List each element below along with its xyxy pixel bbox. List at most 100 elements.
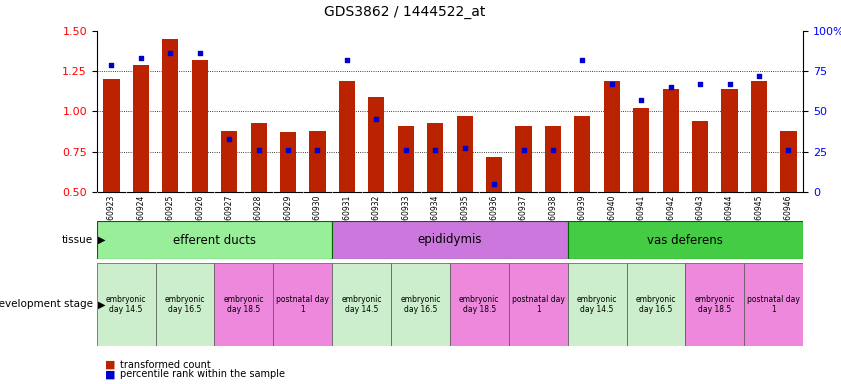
Text: GSM560941: GSM560941 <box>637 195 646 242</box>
Bar <box>780 131 796 192</box>
Text: GSM560940: GSM560940 <box>607 195 616 242</box>
Bar <box>486 157 502 192</box>
Point <box>752 73 765 79</box>
Point <box>340 57 353 63</box>
Point <box>487 181 500 187</box>
Text: GSM560925: GSM560925 <box>166 195 175 242</box>
Text: GSM560923: GSM560923 <box>107 195 116 242</box>
Point <box>458 146 471 152</box>
Bar <box>568 221 803 259</box>
Bar <box>273 263 332 346</box>
Text: GSM560945: GSM560945 <box>754 195 764 242</box>
Text: GSM560926: GSM560926 <box>195 195 204 242</box>
Text: embryonic
day 14.5: embryonic day 14.5 <box>106 295 146 314</box>
Point <box>134 55 147 61</box>
Text: transformed count: transformed count <box>120 360 211 370</box>
Bar <box>516 126 532 192</box>
Text: GSM560930: GSM560930 <box>313 195 322 242</box>
Point <box>399 147 412 153</box>
Text: development stage: development stage <box>0 299 93 310</box>
Text: efferent ducts: efferent ducts <box>173 233 256 247</box>
Text: GSM560946: GSM560946 <box>784 195 793 242</box>
Text: GSM560934: GSM560934 <box>431 195 440 242</box>
Text: embryonic
day 16.5: embryonic day 16.5 <box>165 295 205 314</box>
Point <box>575 57 589 63</box>
Bar <box>309 131 325 192</box>
Point <box>605 81 618 87</box>
Text: GSM560938: GSM560938 <box>548 195 558 242</box>
Text: GSM560936: GSM560936 <box>489 195 499 242</box>
Text: ▶: ▶ <box>98 235 106 245</box>
Point <box>634 97 648 103</box>
Bar <box>568 263 627 346</box>
Text: ■: ■ <box>105 360 119 370</box>
Bar <box>97 263 156 346</box>
Text: GDS3862 / 1444522_at: GDS3862 / 1444522_at <box>324 5 485 19</box>
Bar <box>509 263 568 346</box>
Bar <box>633 108 649 192</box>
Text: GSM560928: GSM560928 <box>254 195 263 241</box>
Point <box>251 147 265 153</box>
Bar <box>722 89 738 192</box>
Point <box>693 81 706 87</box>
Point <box>281 147 294 153</box>
Point <box>104 61 118 68</box>
Bar <box>663 89 679 192</box>
Bar <box>162 39 178 192</box>
Bar <box>97 221 332 259</box>
Point <box>428 147 442 153</box>
Text: GSM560937: GSM560937 <box>519 195 528 242</box>
Text: percentile rank within the sample: percentile rank within the sample <box>120 369 285 379</box>
Text: epididymis: epididymis <box>418 233 482 247</box>
Text: embryonic
day 16.5: embryonic day 16.5 <box>636 295 676 314</box>
Text: GSM560939: GSM560939 <box>578 195 587 242</box>
Text: postnatal day
1: postnatal day 1 <box>277 295 329 314</box>
Bar <box>545 126 561 192</box>
Bar <box>574 116 590 192</box>
Point <box>781 147 795 153</box>
Text: vas deferens: vas deferens <box>648 233 723 247</box>
Bar <box>221 131 237 192</box>
Text: tissue: tissue <box>61 235 93 245</box>
Bar <box>103 79 119 192</box>
Text: embryonic
day 14.5: embryonic day 14.5 <box>577 295 617 314</box>
Bar <box>604 81 620 192</box>
Text: GSM560943: GSM560943 <box>696 195 705 242</box>
Text: GSM560924: GSM560924 <box>136 195 145 242</box>
Bar <box>450 263 509 346</box>
Bar <box>280 132 296 192</box>
Text: GSM560927: GSM560927 <box>225 195 234 242</box>
Bar <box>332 221 568 259</box>
Point <box>516 147 530 153</box>
Text: GSM560931: GSM560931 <box>342 195 352 242</box>
Text: embryonic
day 16.5: embryonic day 16.5 <box>400 295 441 314</box>
Bar <box>692 121 708 192</box>
Text: embryonic
day 14.5: embryonic day 14.5 <box>341 295 382 314</box>
Point <box>664 84 677 90</box>
Text: GSM560944: GSM560944 <box>725 195 734 242</box>
Text: ▶: ▶ <box>98 299 106 310</box>
Point <box>163 50 177 56</box>
Text: postnatal day
1: postnatal day 1 <box>748 295 800 314</box>
Text: GSM560932: GSM560932 <box>372 195 381 242</box>
Bar <box>398 126 414 192</box>
Point <box>546 147 559 153</box>
Bar <box>751 81 767 192</box>
Bar <box>391 263 450 346</box>
Point <box>222 136 235 142</box>
Text: embryonic
day 18.5: embryonic day 18.5 <box>224 295 264 314</box>
Bar <box>685 263 744 346</box>
Bar <box>192 60 208 192</box>
Text: ■: ■ <box>105 369 119 379</box>
Text: GSM560933: GSM560933 <box>401 195 410 242</box>
Bar <box>627 263 685 346</box>
Point <box>193 50 206 56</box>
Text: postnatal day
1: postnatal day 1 <box>512 295 564 314</box>
Bar <box>427 122 443 192</box>
Bar <box>339 81 355 192</box>
Bar <box>156 263 214 346</box>
Text: GSM560929: GSM560929 <box>283 195 293 242</box>
Text: GSM560942: GSM560942 <box>666 195 675 242</box>
Bar <box>332 263 391 346</box>
Text: GSM560935: GSM560935 <box>460 195 469 242</box>
